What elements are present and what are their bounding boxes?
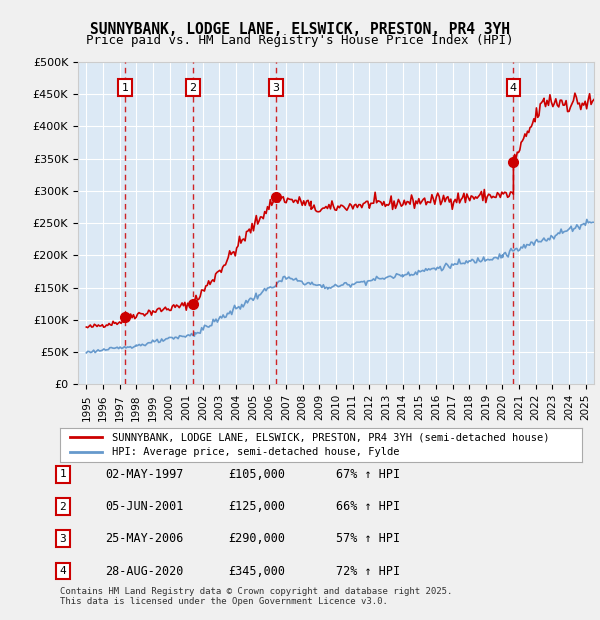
Text: SUNNYBANK, LODGE LANE, ELSWICK, PRESTON, PR4 3YH: SUNNYBANK, LODGE LANE, ELSWICK, PRESTON,… xyxy=(90,22,510,37)
Text: 1: 1 xyxy=(122,83,128,93)
Text: HPI: Average price, semi-detached house, Fylde: HPI: Average price, semi-detached house,… xyxy=(112,448,400,458)
Text: £345,000: £345,000 xyxy=(228,565,285,577)
Text: 1: 1 xyxy=(59,469,67,479)
Text: 67% ↑ HPI: 67% ↑ HPI xyxy=(336,468,400,481)
Text: 3: 3 xyxy=(272,83,280,93)
Text: 25-MAY-2006: 25-MAY-2006 xyxy=(105,533,184,545)
Text: 28-AUG-2020: 28-AUG-2020 xyxy=(105,565,184,577)
Text: 72% ↑ HPI: 72% ↑ HPI xyxy=(336,565,400,577)
Text: £290,000: £290,000 xyxy=(228,533,285,545)
Text: Contains HM Land Registry data © Crown copyright and database right 2025.
This d: Contains HM Land Registry data © Crown c… xyxy=(60,587,452,606)
Text: 4: 4 xyxy=(510,83,517,93)
Text: 02-MAY-1997: 02-MAY-1997 xyxy=(105,468,184,481)
Text: 4: 4 xyxy=(59,566,67,576)
Text: 66% ↑ HPI: 66% ↑ HPI xyxy=(336,500,400,513)
Text: 2: 2 xyxy=(190,83,197,93)
Text: Price paid vs. HM Land Registry's House Price Index (HPI): Price paid vs. HM Land Registry's House … xyxy=(86,34,514,47)
Text: £125,000: £125,000 xyxy=(228,500,285,513)
Text: 57% ↑ HPI: 57% ↑ HPI xyxy=(336,533,400,545)
Text: SUNNYBANK, LODGE LANE, ELSWICK, PRESTON, PR4 3YH (semi-detached house): SUNNYBANK, LODGE LANE, ELSWICK, PRESTON,… xyxy=(112,432,550,442)
Text: 05-JUN-2001: 05-JUN-2001 xyxy=(105,500,184,513)
Text: 2: 2 xyxy=(59,502,67,512)
Text: £105,000: £105,000 xyxy=(228,468,285,481)
Text: 3: 3 xyxy=(59,534,67,544)
